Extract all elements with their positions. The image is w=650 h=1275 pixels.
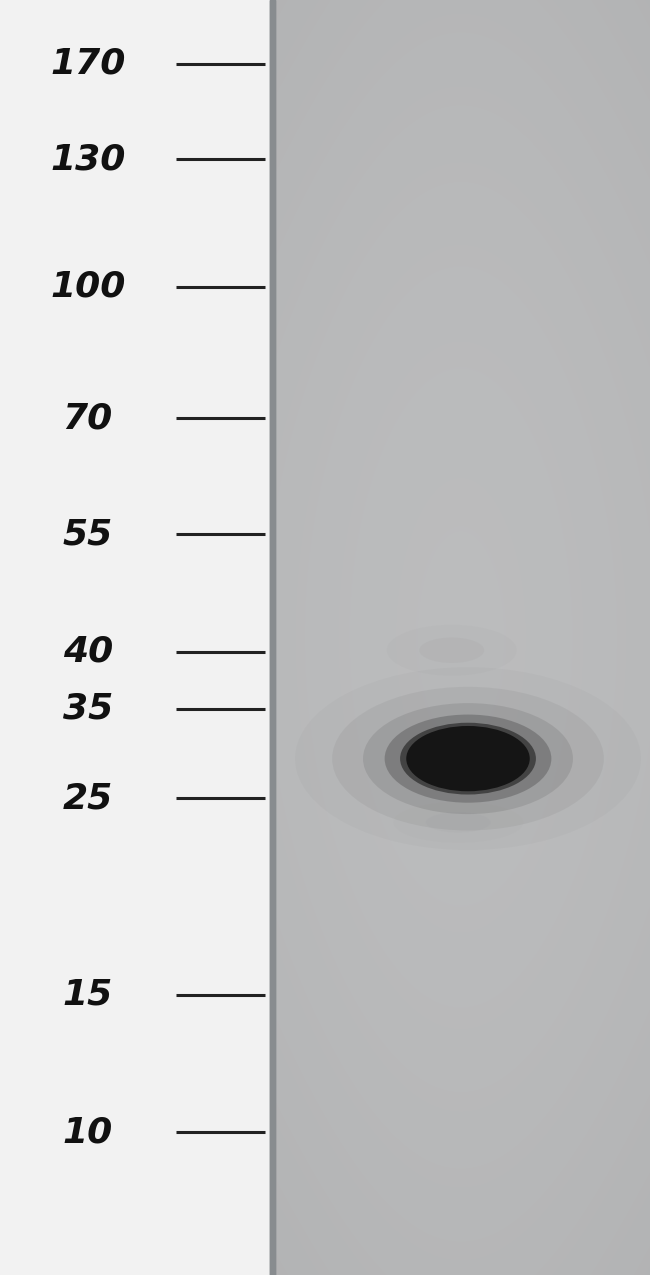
Ellipse shape bbox=[332, 687, 604, 830]
Text: 130: 130 bbox=[50, 143, 125, 176]
Text: 170: 170 bbox=[50, 47, 125, 80]
Text: 100: 100 bbox=[50, 270, 125, 303]
Text: 15: 15 bbox=[62, 978, 113, 1011]
Bar bbox=[270, 0, 650, 1275]
Text: 70: 70 bbox=[62, 402, 113, 435]
Ellipse shape bbox=[406, 725, 530, 792]
Bar bbox=[0, 0, 270, 1275]
Ellipse shape bbox=[363, 703, 573, 815]
Ellipse shape bbox=[426, 812, 491, 833]
Text: 40: 40 bbox=[62, 635, 113, 668]
Ellipse shape bbox=[419, 638, 484, 663]
Text: 35: 35 bbox=[62, 692, 113, 725]
Text: 55: 55 bbox=[62, 518, 113, 551]
Bar bbox=[270, 0, 275, 1275]
Bar bbox=[270, 0, 275, 1275]
Ellipse shape bbox=[400, 723, 536, 794]
Text: 25: 25 bbox=[62, 782, 113, 815]
Ellipse shape bbox=[385, 714, 551, 803]
Text: 10: 10 bbox=[62, 1116, 113, 1149]
